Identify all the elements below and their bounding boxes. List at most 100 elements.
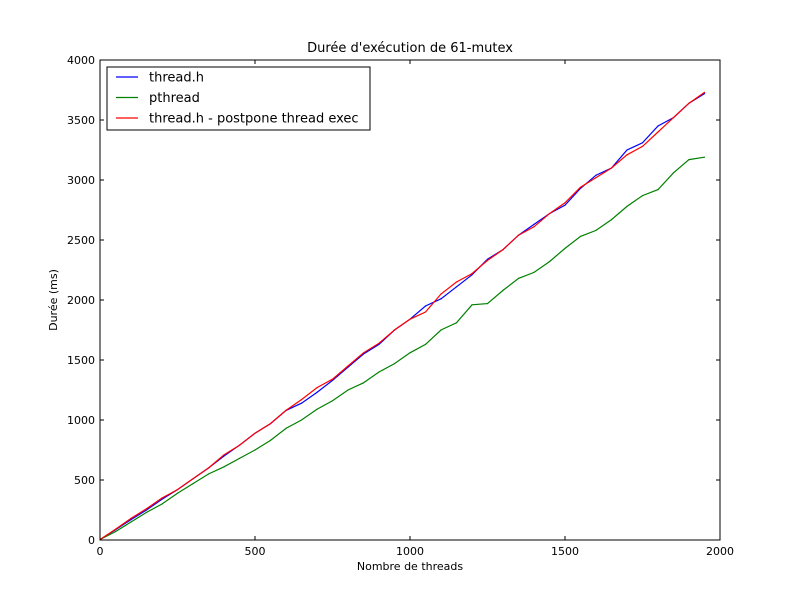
data-point xyxy=(316,408,318,410)
data-point xyxy=(471,273,473,275)
data-point xyxy=(455,286,458,288)
data-point xyxy=(703,91,706,93)
data-point xyxy=(362,352,365,354)
data-point xyxy=(254,432,256,434)
data-point xyxy=(176,489,179,491)
data-point xyxy=(672,172,675,174)
data-point xyxy=(610,219,613,221)
data-point xyxy=(486,303,489,305)
data-point xyxy=(393,363,396,365)
data-point xyxy=(455,322,458,324)
data-point xyxy=(254,449,256,451)
y-tick-label: 500 xyxy=(74,474,95,487)
x-axis: 0 500 1000 1500 2000 xyxy=(97,60,734,558)
data-point xyxy=(440,298,442,300)
data-point xyxy=(641,145,644,147)
data-point xyxy=(130,521,132,523)
data-point xyxy=(114,528,117,530)
x-tick-label: 2000 xyxy=(706,545,734,558)
legend: thread.h pthread thread.h - postpone threa… xyxy=(106,66,371,131)
data-point xyxy=(393,329,396,331)
y-tick-label: 2000 xyxy=(67,294,95,307)
data-point xyxy=(300,402,303,404)
data-point xyxy=(564,247,566,249)
data-point xyxy=(579,235,582,237)
y-tick-label: 2500 xyxy=(67,234,95,247)
data-point xyxy=(223,454,225,456)
data-point xyxy=(269,439,272,441)
data-point xyxy=(641,142,644,144)
data-point xyxy=(207,473,210,475)
data-point xyxy=(595,229,597,231)
data-point xyxy=(595,177,597,179)
data-point xyxy=(533,223,535,225)
data-point xyxy=(548,261,551,263)
data-point xyxy=(362,382,365,384)
data-point xyxy=(378,343,380,345)
data-point xyxy=(238,457,241,459)
series-line-0 xyxy=(99,93,705,540)
data-point xyxy=(703,156,706,158)
data-point xyxy=(316,387,318,389)
data-point xyxy=(207,467,210,469)
data-point xyxy=(145,509,148,511)
data-point xyxy=(145,511,148,513)
data-point xyxy=(161,503,163,505)
data-point xyxy=(657,131,659,133)
data-point xyxy=(517,277,520,279)
data-point xyxy=(161,497,163,499)
data-point xyxy=(331,379,334,381)
x-tick-label: 0 xyxy=(97,545,104,558)
data-point xyxy=(579,186,582,188)
data-point xyxy=(269,423,272,425)
data-point xyxy=(548,213,551,215)
legend-box xyxy=(106,66,371,131)
data-point xyxy=(114,531,117,533)
data-point xyxy=(657,125,659,127)
data-point xyxy=(378,342,380,344)
y-tick-label: 1500 xyxy=(67,354,95,367)
data-point xyxy=(347,365,349,367)
data-point xyxy=(176,492,179,494)
y-tick-label: 4000 xyxy=(67,54,95,67)
x-axis-label: Nombre de threads xyxy=(357,560,464,573)
data-point xyxy=(285,427,287,429)
data-point xyxy=(331,400,334,402)
data-point xyxy=(471,304,473,306)
data-point xyxy=(440,293,442,295)
data-point xyxy=(223,466,225,468)
y-tick-label: 1000 xyxy=(67,414,95,427)
data-point xyxy=(657,189,659,191)
data-point xyxy=(502,289,504,291)
legend-label: thread.h - postpone thread exec xyxy=(149,112,359,127)
data-point xyxy=(424,311,427,313)
x-tick-label: 1500 xyxy=(551,545,579,558)
data-point xyxy=(409,352,411,354)
chart-title: Durée d'exécution de 61-mutex xyxy=(307,41,513,56)
data-point xyxy=(595,174,597,176)
data-point xyxy=(331,378,334,380)
data-point xyxy=(192,483,194,485)
data-point xyxy=(285,409,287,411)
data-point xyxy=(626,154,628,156)
data-point xyxy=(316,391,318,393)
data-point xyxy=(626,149,628,151)
data-point xyxy=(610,167,613,169)
data-point xyxy=(564,204,566,206)
x-tick-label: 1000 xyxy=(396,545,424,558)
data-point xyxy=(626,205,628,207)
y-tick-label: 3500 xyxy=(67,114,95,127)
data-point xyxy=(192,478,194,480)
data-point xyxy=(641,195,644,197)
data-point xyxy=(517,234,520,236)
y-tick-label: 0 xyxy=(88,534,95,547)
data-point xyxy=(300,419,303,421)
data-point xyxy=(688,159,690,161)
y-axis: 0 500 1000 1500 2000 2500 3000 3500 4000 xyxy=(67,54,720,547)
legend-label: pthread xyxy=(149,91,200,106)
series-layer xyxy=(99,91,706,541)
data-point xyxy=(409,318,411,320)
series-line-1 xyxy=(100,156,705,540)
data-point xyxy=(130,517,132,520)
